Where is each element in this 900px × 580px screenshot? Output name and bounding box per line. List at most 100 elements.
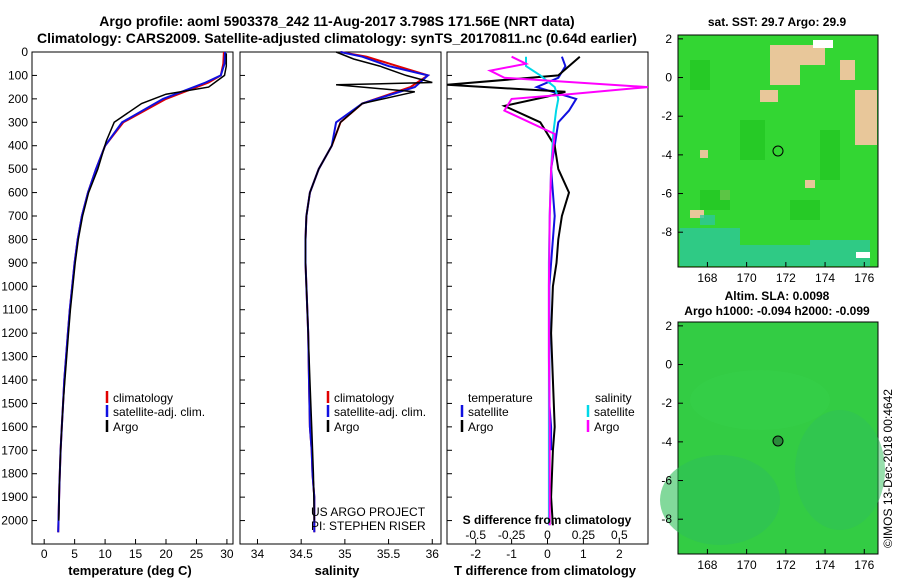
lat-tick-label: 0 [665, 358, 672, 372]
lat-tick-label: -8 [661, 225, 672, 239]
temperature-x-tick-label: 30 [220, 547, 234, 561]
sla-map-axes: 168 170 172 174 176 2 0 -2 -4 -6 -8 [661, 319, 874, 572]
depth-tick-label: 1200 [1, 326, 28, 340]
temperature-legend: climatology satellite-adj. clim. Argo [105, 391, 205, 434]
legend-temperature-title: temperature [468, 391, 533, 405]
legend-label-argo: Argo [334, 420, 360, 434]
legend-salinity-title: salinity [595, 391, 632, 405]
temperature-x-axis: 0 5 10 15 20 25 30 [41, 539, 234, 561]
salinity-plot-frame [239, 51, 442, 545]
s-difference-tick-label: 0 [544, 528, 551, 542]
lon-tick-label: 172 [776, 271, 796, 285]
land-patch [770, 45, 800, 85]
depth-tick-label: 1100 [2, 303, 28, 317]
lon-tick-label: 176 [854, 558, 874, 572]
temperature-x-tick-label: 10 [98, 547, 112, 561]
depth-tick-label: 1300 [1, 350, 28, 364]
lon-tick-label: 172 [776, 558, 796, 572]
land-patch [690, 210, 704, 218]
depth-tick-label: 1600 [1, 420, 28, 434]
s-difference-label: S difference from climatology [463, 513, 632, 527]
lat-tick-label: -4 [661, 148, 672, 162]
depth-tick-label: 0 [21, 45, 28, 59]
sal-diff-argo-line [487, 55, 649, 526]
sst-shade-patch [820, 130, 840, 180]
difference-x-tick-label: -1 [506, 547, 517, 561]
sla-map-title-1: Altim. SLA: 0.0098 [725, 289, 830, 303]
lat-tick-label: -6 [661, 474, 672, 488]
depth-tick-label: 400 [8, 139, 28, 153]
legend-label-argo: Argo [113, 420, 139, 434]
title-line-2: Climatology: CARS2009. Satellite-adjuste… [37, 30, 637, 46]
depth-tick-label: 1500 [1, 396, 28, 410]
depth-tick-label: 200 [8, 92, 28, 106]
difference-plot-frame [446, 51, 649, 545]
depth-tick-label: 1900 [1, 490, 28, 504]
depth-tick-label: 1700 [1, 443, 28, 457]
difference-x-tick-label: 2 [616, 547, 623, 561]
temperature-argo-line [58, 53, 228, 521]
temperature-x-tick-label: 25 [190, 547, 204, 561]
s-difference-tick-label: -0.25 [498, 528, 526, 542]
legend-label-sal-argo: Argo [594, 420, 620, 434]
sla-shade-blob [660, 455, 780, 545]
sla-shade-blob [795, 410, 885, 530]
lat-tick-label: -8 [661, 512, 672, 526]
s-difference-tick-label: -0.5 [465, 528, 486, 542]
sst-shade-patch [740, 120, 765, 160]
salinity-x-tick-label: 34 [251, 547, 265, 561]
sst-shade-patch [700, 190, 730, 210]
difference-x-axis: -2 -1 0 1 2 [470, 539, 623, 561]
lat-tick-label: -6 [661, 187, 672, 201]
depth-tick-label: 500 [8, 162, 28, 176]
lat-tick-label: 2 [665, 319, 672, 333]
land-patch [800, 45, 825, 65]
sst-map-patches [680, 40, 877, 266]
sst-shade-patch [790, 200, 820, 220]
lon-tick-label: 174 [815, 558, 835, 572]
lon-tick-label: 170 [737, 271, 757, 285]
temperature-x-tick-label: 15 [129, 547, 143, 561]
credit-pi: PI: STEPHEN RISER [311, 519, 426, 533]
sla-map-title-2: Argo h1000: -0.094 h2000: -0.099 [684, 304, 870, 318]
lat-tick-label: 2 [665, 32, 672, 46]
lat-tick-label: -2 [661, 396, 672, 410]
land-patch [805, 180, 815, 188]
land-patch [760, 90, 778, 102]
credit-project: US ARGO PROJECT [311, 505, 426, 519]
depth-tick-label: 700 [8, 209, 28, 223]
legend-label-temp-satellite: satellite [468, 405, 509, 419]
lat-tick-label: -4 [661, 435, 672, 449]
legend-label-climatology: climatology [113, 391, 173, 405]
lat-tick-label: -2 [661, 109, 672, 123]
legend-label-satellite: satellite-adj. clim. [113, 405, 205, 419]
depth-tick-label: 800 [8, 232, 28, 246]
salinity-x-axis: 34 34.5 35 35.5 36 [251, 539, 439, 561]
depth-tick-label: 300 [8, 115, 28, 129]
cool-water-patch [740, 245, 810, 266]
depth-tick-label: 100 [8, 68, 28, 82]
lat-tick-label: 0 [665, 71, 672, 85]
temperature-plot-frame [31, 51, 234, 545]
salinity-difference-axis: -0.5 -0.25 0 0.25 0.5 [465, 528, 628, 542]
salinity-x-tick-label: 34.5 [289, 547, 313, 561]
depth-tick-label: 1400 [1, 373, 28, 387]
profile-lines [57, 51, 649, 533]
salinity-xlabel: salinity [315, 563, 361, 578]
sst-map-axes: 168 170 172 174 176 2 0 -2 -4 -6 -8 [661, 32, 874, 285]
depth-axis: 0 100 200 300 400 500 600 700 800 900 1000 1100 1200… [1, 45, 452, 528]
land-patch [840, 60, 855, 80]
temperature-xlabel: temperature (deg C) [68, 563, 192, 578]
depth-tick-label: 900 [8, 256, 28, 270]
lon-tick-label: 168 [697, 558, 717, 572]
title-line-1: Argo profile: aoml 5903378_242 11-Aug-20… [99, 13, 574, 29]
sla-map-shading [660, 370, 885, 545]
sst-shade-patch [690, 60, 710, 90]
lon-tick-label: 168 [697, 271, 717, 285]
temperature-x-tick-label: 0 [41, 547, 48, 561]
s-difference-tick-label: 0.5 [611, 528, 628, 542]
legend-label-temp-argo: Argo [468, 420, 494, 434]
salinity-legend: climatology satellite-adj. clim. Argo [326, 391, 426, 434]
argo-location-marker-sst [772, 145, 784, 157]
